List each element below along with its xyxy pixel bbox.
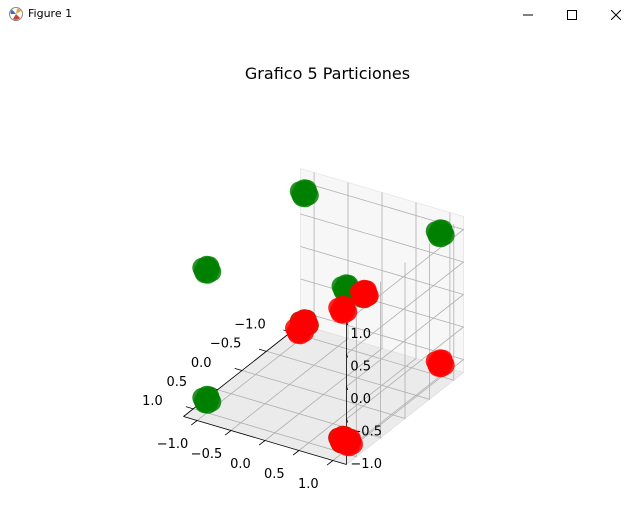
gridline-x [193, 300, 357, 458]
scatter-point [285, 316, 314, 345]
z-tick [346, 353, 349, 358]
x-tick-label: 0.0 [191, 356, 212, 371]
gridline-x [217, 281, 382, 439]
scatter-3d-chart[interactable]: Grafico 5 Particiones−1.0−1.0−1.0−0.5−0.… [0, 30, 641, 508]
gridline-y [264, 192, 383, 441]
gridline-x [241, 262, 406, 420]
z-tick-label: 1.0 [350, 327, 371, 342]
y-tick-label: 0.0 [230, 457, 251, 472]
gridline-z [300, 181, 465, 322]
window-titlebar: Figure 1 [0, 0, 641, 30]
gridline-x [266, 243, 430, 400]
gridline-z [300, 311, 465, 452]
z-tick-label: −1.0 [350, 457, 382, 472]
y-tick-label: 1.0 [298, 477, 319, 492]
x-tick-label: −0.5 [210, 337, 242, 352]
x-tick-label: 1.0 [142, 394, 163, 409]
matplotlib-figure-icon [9, 7, 23, 21]
x-tick [258, 348, 267, 352]
z-tick [346, 418, 349, 423]
x-tick-label: −1.0 [234, 318, 266, 333]
y-tick [292, 450, 300, 456]
scatter-point [289, 179, 319, 208]
y-tick-label: −0.5 [191, 447, 223, 462]
x-tick [185, 406, 194, 410]
y-tick-label: −1.0 [157, 437, 189, 452]
scatter-point [349, 279, 379, 308]
minimize-button[interactable] [506, 0, 550, 30]
z-tick-label: 0.0 [350, 392, 371, 407]
close-icon [611, 10, 621, 20]
y-tick [190, 420, 198, 426]
y-tick [326, 460, 334, 466]
gridline-z [300, 213, 465, 355]
figure-canvas[interactable]: Grafico 5 Particiones −1.0 −1.0 −1.0 −0.5 −0.… [0, 30, 641, 508]
gridline-z [300, 246, 465, 387]
maximize-icon [567, 10, 577, 20]
scatter-point [425, 349, 455, 378]
scatter-point [192, 385, 222, 414]
close-button[interactable] [594, 0, 638, 30]
minimize-icon [523, 14, 533, 16]
series-1 [285, 279, 455, 457]
z-tick [346, 386, 349, 391]
scatter-point [192, 255, 222, 284]
window-title: Figure 1 [28, 7, 73, 20]
scatter-point [334, 428, 363, 457]
y-tick [258, 440, 266, 446]
x-tick-label: 0.5 [167, 375, 188, 390]
x-tick [234, 367, 243, 371]
maximize-button[interactable] [550, 0, 594, 30]
gridline-y [230, 182, 349, 431]
gridline-x [290, 224, 455, 381]
chart-title: Grafico 5 Particiones [245, 64, 410, 83]
scatter-points [192, 179, 455, 457]
z-tick-label: 0.5 [350, 359, 371, 374]
gridline-y [298, 202, 417, 451]
y-tick [224, 430, 232, 436]
scatter-point [425, 219, 455, 248]
scatter-point [328, 295, 358, 324]
y-tick-label: 0.5 [264, 467, 285, 482]
